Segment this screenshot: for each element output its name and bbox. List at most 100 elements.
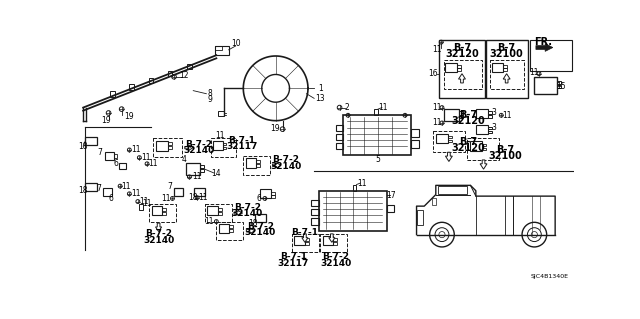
FancyArrow shape xyxy=(234,210,243,216)
Text: B-7-2: B-7-2 xyxy=(247,222,274,231)
Bar xyxy=(187,64,192,69)
Text: 19: 19 xyxy=(270,124,280,133)
Bar xyxy=(86,137,97,145)
Bar xyxy=(168,142,172,145)
Text: 32117: 32117 xyxy=(226,142,257,151)
Text: 2: 2 xyxy=(345,103,349,112)
Bar xyxy=(557,85,561,88)
Text: 5: 5 xyxy=(376,155,381,164)
Text: 11: 11 xyxy=(142,199,152,208)
Bar xyxy=(311,219,319,225)
Text: 19: 19 xyxy=(101,116,111,125)
Bar xyxy=(459,111,463,115)
Bar xyxy=(557,81,561,85)
Bar xyxy=(86,183,97,191)
Text: B-7: B-7 xyxy=(496,145,514,155)
Bar xyxy=(470,141,482,151)
Text: 11: 11 xyxy=(433,118,442,128)
Bar xyxy=(438,186,467,194)
Text: B-7-2: B-7-2 xyxy=(234,203,260,212)
Bar xyxy=(482,148,486,150)
FancyArrow shape xyxy=(503,74,510,83)
Bar xyxy=(458,65,461,68)
Text: 7: 7 xyxy=(96,184,101,193)
FancyArrow shape xyxy=(329,234,335,242)
Text: B-7-2: B-7-2 xyxy=(145,229,172,238)
Text: 11: 11 xyxy=(161,194,171,203)
Bar xyxy=(105,152,114,160)
Bar xyxy=(207,206,218,215)
Text: 18: 18 xyxy=(189,193,198,202)
Text: 32117: 32117 xyxy=(278,259,309,268)
Text: 11: 11 xyxy=(433,103,442,112)
Bar xyxy=(110,92,115,97)
Bar xyxy=(218,111,224,116)
Bar xyxy=(436,134,448,143)
Text: 1: 1 xyxy=(318,84,323,93)
Bar xyxy=(205,204,232,222)
FancyArrow shape xyxy=(536,44,553,51)
FancyArrow shape xyxy=(458,74,465,83)
Text: 11: 11 xyxy=(530,68,539,77)
FancyArrow shape xyxy=(480,160,487,169)
Text: B-7-1: B-7-1 xyxy=(228,136,255,145)
Bar xyxy=(218,211,221,215)
Bar xyxy=(488,115,492,118)
Bar xyxy=(194,189,205,196)
Bar xyxy=(292,234,319,252)
Bar xyxy=(103,189,113,196)
Text: 11: 11 xyxy=(379,103,388,112)
Text: 16: 16 xyxy=(428,69,438,78)
Text: 18: 18 xyxy=(248,219,257,227)
Text: 6: 6 xyxy=(256,194,261,203)
FancyArrow shape xyxy=(302,234,308,242)
Bar xyxy=(503,68,507,70)
Bar xyxy=(149,204,176,222)
Text: B-7: B-7 xyxy=(459,137,477,147)
Bar xyxy=(433,131,465,152)
Text: B-7-2: B-7-2 xyxy=(322,252,349,262)
Bar xyxy=(482,144,486,146)
Bar xyxy=(353,185,356,191)
Bar xyxy=(476,109,488,118)
Bar xyxy=(305,238,308,241)
Bar xyxy=(186,163,200,174)
Bar xyxy=(243,156,270,174)
Text: 32100: 32100 xyxy=(488,151,522,161)
FancyArrow shape xyxy=(185,145,193,150)
Bar xyxy=(333,241,337,245)
Text: 3: 3 xyxy=(492,108,497,117)
FancyArrow shape xyxy=(273,163,281,168)
Bar xyxy=(223,147,227,149)
Bar xyxy=(411,129,419,137)
Text: 11: 11 xyxy=(140,197,148,206)
FancyArrow shape xyxy=(246,228,255,234)
Text: 13: 13 xyxy=(316,94,325,103)
Text: B-7: B-7 xyxy=(459,110,477,120)
Bar xyxy=(218,208,221,211)
Bar xyxy=(215,46,228,55)
Text: 11: 11 xyxy=(131,145,140,154)
Text: B-7: B-7 xyxy=(453,42,471,53)
Text: 32140: 32140 xyxy=(244,228,276,237)
Bar xyxy=(163,211,166,215)
Text: 9: 9 xyxy=(208,95,212,104)
Bar xyxy=(311,209,319,215)
Text: 11: 11 xyxy=(216,131,225,140)
Text: 32100: 32100 xyxy=(490,49,524,59)
Bar xyxy=(458,68,461,70)
Bar xyxy=(230,226,234,228)
Bar xyxy=(467,138,499,160)
Text: 11: 11 xyxy=(198,193,208,202)
Text: 11: 11 xyxy=(193,172,202,182)
Text: 7: 7 xyxy=(98,148,102,157)
Bar xyxy=(305,241,308,245)
Bar xyxy=(534,77,557,94)
Bar xyxy=(216,221,243,240)
Text: 14: 14 xyxy=(212,168,221,178)
Bar xyxy=(271,191,275,195)
Text: 4: 4 xyxy=(182,155,186,164)
Bar xyxy=(246,159,257,168)
Text: FR.: FR. xyxy=(534,37,552,47)
Bar xyxy=(448,136,452,138)
